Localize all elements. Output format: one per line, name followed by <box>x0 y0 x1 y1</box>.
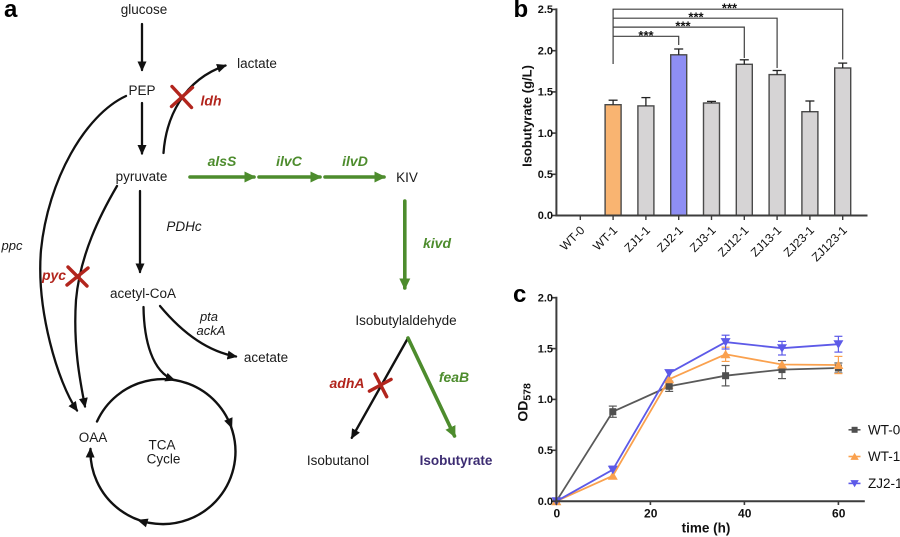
svg-text:pyc: pyc <box>41 267 66 283</box>
svg-text:1.5: 1.5 <box>538 87 553 99</box>
svg-text:ldh: ldh <box>201 93 222 109</box>
svg-text:WT-0: WT-0 <box>868 422 900 437</box>
svg-text:lactate: lactate <box>237 56 277 71</box>
svg-text:***: *** <box>638 28 654 43</box>
svg-text:kivd: kivd <box>423 235 451 251</box>
svg-text:ilvD: ilvD <box>342 153 368 169</box>
svg-text:2.5: 2.5 <box>538 4 553 16</box>
svg-text:a: a <box>4 0 18 23</box>
svg-text:pyruvate: pyruvate <box>116 169 168 184</box>
svg-text:Isobutyrate (g/L): Isobutyrate (g/L) <box>520 65 535 167</box>
svg-text:adhA: adhA <box>330 375 365 391</box>
svg-text:Isobutylaldehyde: Isobutylaldehyde <box>355 313 456 328</box>
svg-text:20: 20 <box>644 507 658 521</box>
svg-text:pta: pta <box>199 309 218 324</box>
svg-text:KIV: KIV <box>396 170 418 185</box>
svg-text:0.5: 0.5 <box>538 169 553 181</box>
svg-text:Isobutyrate: Isobutyrate <box>420 453 493 468</box>
svg-text:b: b <box>514 0 529 23</box>
svg-text:ackA: ackA <box>197 323 226 338</box>
svg-text:2.0: 2.0 <box>538 45 553 57</box>
svg-text:WT-1: WT-1 <box>868 449 900 464</box>
svg-text:0.0: 0.0 <box>538 210 553 222</box>
svg-text:PEP: PEP <box>128 83 155 98</box>
svg-text:TCA: TCA <box>149 438 176 453</box>
svg-text:0: 0 <box>553 507 560 521</box>
svg-text:c: c <box>513 281 526 308</box>
svg-text:1.0: 1.0 <box>538 394 553 406</box>
svg-text:ZJ2-1: ZJ2-1 <box>868 476 900 491</box>
svg-text:1.0: 1.0 <box>538 128 553 140</box>
svg-text:glucose: glucose <box>121 2 168 17</box>
svg-text:acetyl-CoA: acetyl-CoA <box>110 286 176 301</box>
svg-text:ppc: ppc <box>1 238 23 253</box>
svg-text:Isobutanol: Isobutanol <box>307 453 369 468</box>
svg-text:ilvC: ilvC <box>276 153 303 169</box>
svg-text:2.0: 2.0 <box>538 292 553 304</box>
svg-text:***: *** <box>688 10 704 25</box>
svg-text:acetate: acetate <box>244 350 288 365</box>
svg-text:40: 40 <box>738 507 752 521</box>
svg-text:0.5: 0.5 <box>538 445 553 457</box>
svg-text:1.5: 1.5 <box>538 343 553 355</box>
svg-text:0.0: 0.0 <box>538 496 553 508</box>
svg-text:***: *** <box>675 19 691 34</box>
svg-text:Cycle: Cycle <box>147 452 181 467</box>
svg-text:***: *** <box>722 1 738 16</box>
svg-text:60: 60 <box>832 507 846 521</box>
svg-text:time (h): time (h) <box>682 521 731 536</box>
svg-text:OAA: OAA <box>79 430 108 445</box>
svg-text:feaB: feaB <box>439 369 469 385</box>
svg-text:PDHc: PDHc <box>166 219 202 234</box>
svg-text:alsS: alsS <box>208 153 237 169</box>
